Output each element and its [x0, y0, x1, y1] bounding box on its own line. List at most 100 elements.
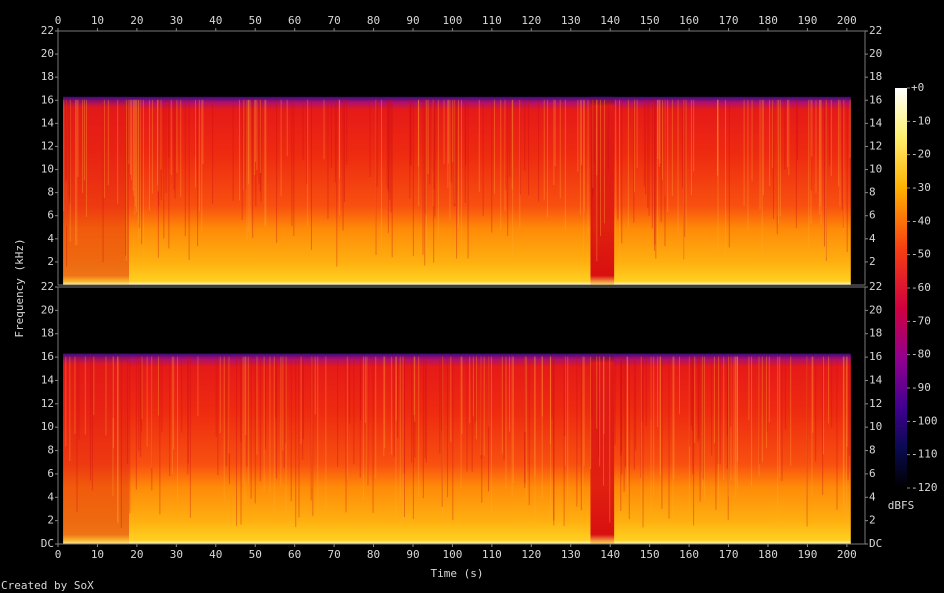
spectrogram-image: [310, 99, 312, 250]
spectrogram-image: [591, 99, 593, 265]
spectrogram-image: [480, 356, 482, 460]
spectrogram-image: [693, 99, 695, 172]
spectrogram-image: [286, 99, 288, 157]
spectrogram-image: [590, 96, 615, 286]
y-tick-label: DC: [41, 537, 54, 550]
y-tick-label: 8: [869, 444, 876, 457]
spectrogram-image: [509, 99, 511, 177]
spectrogram-image: [107, 99, 109, 186]
spectrogram-image: [159, 356, 161, 515]
spectrogram-image: [93, 356, 95, 416]
spectrogram-image: [456, 99, 458, 259]
x-tick-label: 140: [600, 548, 620, 561]
spectrogram-image: [577, 99, 579, 172]
spectrogram-image: [364, 356, 366, 424]
spectrogram-image: [823, 356, 825, 455]
spectrogram-image: [736, 356, 738, 462]
spectrogram-image: [393, 356, 395, 457]
spectrogram-image: [596, 356, 598, 429]
spectrogram-image: [643, 99, 645, 187]
spectrogram-image: [69, 99, 71, 204]
spectrogram-image: [583, 356, 585, 466]
spectrogram-image: [170, 99, 172, 175]
colorbar-tick-label: -120: [911, 481, 938, 494]
spectrogram-image: [694, 356, 696, 443]
spectrogram-image: [628, 356, 630, 520]
spectrogram-image: [811, 99, 813, 157]
spectrogram-image: [726, 356, 728, 469]
y-tick-label: 14: [41, 373, 55, 386]
x-tick-label: 120: [521, 548, 541, 561]
spectrogram-image: [429, 99, 431, 185]
spectrogram-image: [633, 99, 635, 223]
spectrogram-image: [141, 356, 143, 420]
spectrogram-image: [642, 356, 644, 528]
spectrogram-image: [128, 99, 130, 164]
spectrogram-image: [307, 99, 309, 226]
spectrogram-image: [151, 356, 153, 468]
spectrogram-image: [825, 99, 827, 258]
x-tick-label: 130: [561, 548, 581, 561]
spectrogram-image: [197, 99, 199, 247]
spectrogram-image: [259, 99, 261, 192]
x-tick-label: 180: [758, 14, 778, 27]
spectrogram-image: [787, 99, 789, 168]
spectrogram-image: [402, 356, 404, 528]
spectrogram-image: [157, 99, 159, 192]
colorbar-tick-label: -70: [911, 314, 931, 327]
y-tick-label: 16: [41, 350, 54, 363]
spectrogram-image: [63, 96, 851, 286]
y-tick-label: 8: [869, 186, 876, 199]
spectrogram-image: [648, 99, 650, 216]
spectrogram-image: [280, 356, 282, 487]
colorbar-tick-label: -60: [911, 281, 931, 294]
spectrogram-image: [624, 356, 626, 468]
spectrogram-image: [773, 99, 775, 219]
spectrogram-image: [443, 99, 445, 164]
y-tick-label: 16: [41, 93, 54, 106]
spectrogram-image: [664, 99, 666, 247]
spectrogram-image: [244, 99, 246, 190]
spectrogram-image: [437, 99, 439, 239]
spectrogram-image: [713, 356, 715, 444]
spectrogram-image: [733, 356, 735, 481]
spectrogram-image: [314, 356, 316, 415]
spectrogram-image: [78, 356, 80, 440]
spectrogram-image: [255, 99, 257, 207]
spectrogram-image: [66, 99, 68, 227]
spectrogram-image: [129, 356, 131, 514]
spectrogram-image: [751, 99, 753, 181]
spectrogram-image: [447, 99, 449, 164]
spectrogram-image: [422, 99, 424, 255]
spectrogram-image: [534, 356, 536, 526]
spectrogram-image: [725, 99, 727, 264]
spectrogram-image: [500, 99, 502, 230]
spectrogram-image: [743, 99, 745, 207]
spectrogram-image: [583, 99, 585, 212]
spectrogram-image: [662, 99, 664, 180]
spectrogram-image: [285, 356, 287, 444]
spectrogram-image: [265, 356, 267, 450]
spectrogram-image: [776, 99, 778, 216]
spectrogram-image: [673, 356, 675, 480]
spectrogram-image: [369, 99, 371, 178]
spectrogram-image: [141, 99, 143, 245]
spectrogram-image: [758, 356, 760, 477]
y-tick-label: 18: [869, 327, 882, 340]
spectrogram-image: [258, 99, 260, 184]
x-tick-label: 160: [679, 14, 699, 27]
spectrogram-image: [130, 99, 132, 181]
spectrogram-image: [598, 356, 600, 458]
plot-frame: [57, 30, 866, 286]
spectrogram-image: [174, 99, 176, 199]
y-tick-label: 6: [47, 467, 54, 480]
spectrogram-image: [146, 356, 148, 447]
y-tick-label: 8: [47, 186, 54, 199]
spectrogram-image: [336, 99, 338, 267]
spectrogram-image: [483, 356, 485, 456]
x-tick-label: 110: [482, 548, 502, 561]
spectrogram-image: [240, 356, 242, 443]
x-tick-label: 170: [719, 14, 739, 27]
spectrogram-image: [259, 356, 261, 482]
y-tick-label: 10: [41, 163, 54, 176]
